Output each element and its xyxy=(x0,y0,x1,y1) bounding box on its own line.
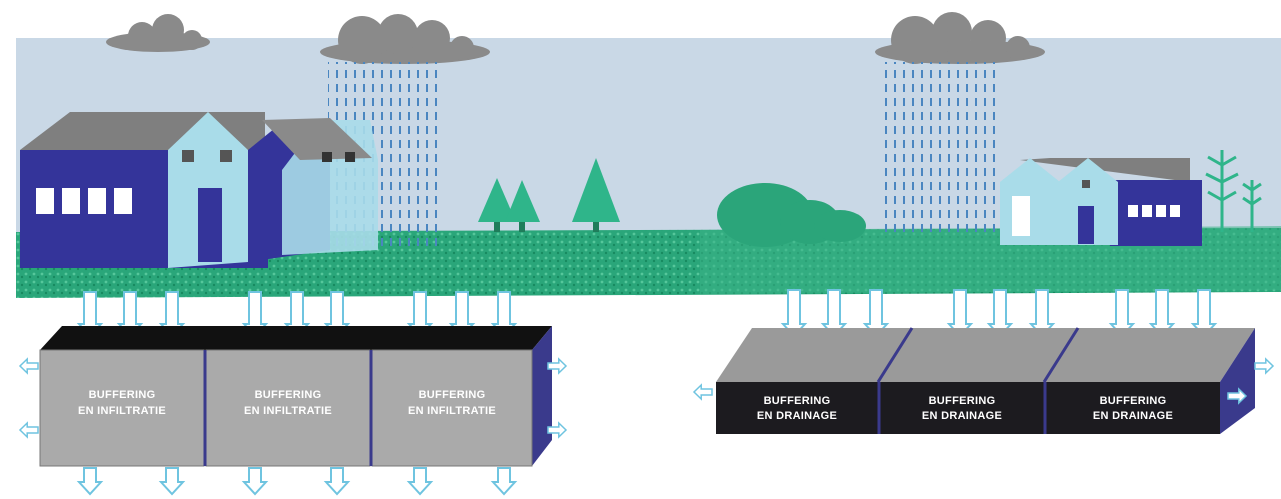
building-left xyxy=(20,112,378,268)
building-right xyxy=(1000,158,1202,246)
side-arrow-icon xyxy=(547,357,568,375)
cloud-icon xyxy=(106,14,210,52)
plant-icon xyxy=(1205,150,1262,232)
side-arrow-icon xyxy=(1227,387,1248,405)
infiltration-label-line2: EN INFILTRATIE xyxy=(244,405,332,417)
infiltration-label-line2: EN INFILTRATIE xyxy=(408,405,496,417)
side-arrow-icon xyxy=(18,421,39,439)
side-arrow-icon xyxy=(547,421,568,439)
infiltration-label-line1: BUFFERING xyxy=(255,389,322,401)
bush-icon xyxy=(717,183,866,247)
down-arrow-icon xyxy=(158,467,186,496)
drainage-label-line2: EN DRAINAGE xyxy=(757,410,837,422)
down-arrow-icon xyxy=(323,467,351,496)
outflow-arrows xyxy=(18,357,1275,496)
down-arrow-icon xyxy=(406,467,434,496)
infiltration-crates: BUFFERING EN INFILTRATIE BUFFERING EN IN… xyxy=(39,326,552,467)
side-arrow-icon xyxy=(692,383,713,401)
side-arrow-icon xyxy=(18,357,39,375)
down-arrow-icon xyxy=(241,467,269,496)
cloud-icon xyxy=(320,14,490,64)
rain-icon xyxy=(882,62,1000,232)
drainage-label-line2: EN DRAINAGE xyxy=(922,410,1002,422)
drainage-down-arrows xyxy=(780,289,1218,338)
infiltration-label-line1: BUFFERING xyxy=(419,389,486,401)
drainage-label-line2: EN DRAINAGE xyxy=(1093,410,1173,422)
down-arrow-icon xyxy=(490,467,518,496)
side-arrow-icon xyxy=(1254,357,1275,375)
drainage-label-line1: BUFFERING xyxy=(1100,395,1167,407)
infiltration-down-arrows xyxy=(76,291,518,338)
tree-icon xyxy=(478,158,620,232)
cloud-icon xyxy=(875,12,1045,64)
infiltration-label-line1: BUFFERING xyxy=(89,389,156,401)
drainage-label-line1: BUFFERING xyxy=(929,395,996,407)
down-arrow-icon xyxy=(76,467,104,496)
drainage-label-line1: BUFFERING xyxy=(764,395,831,407)
drainage-crates: BUFFERING EN DRAINAGE BUFFERING EN DRAIN… xyxy=(716,327,1255,434)
infiltration-label-line2: EN INFILTRATIE xyxy=(78,405,166,417)
